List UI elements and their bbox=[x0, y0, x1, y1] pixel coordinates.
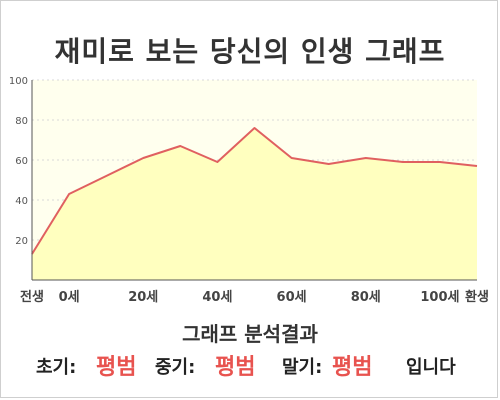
series-line bbox=[31, 127, 478, 255]
y-tick-label: 20 bbox=[15, 236, 28, 247]
x-tick-label: 60세 bbox=[277, 290, 307, 305]
middle-value: 평범 bbox=[215, 355, 256, 380]
y-ticks: 20 40 60 80 100 bbox=[9, 76, 28, 247]
y-tick-label: 80 bbox=[15, 116, 28, 127]
x-tick-label: 20세 bbox=[128, 290, 158, 305]
analysis-title: 그래프 분석결과 bbox=[182, 322, 318, 346]
page-title: 재미로 보는 당신의 인생 그래프 bbox=[54, 35, 446, 68]
x-tick-label: 환생 bbox=[465, 289, 489, 305]
x-tick-label: 0세 bbox=[59, 290, 80, 305]
x-tick-label: 전생 bbox=[20, 289, 44, 305]
x-tick-label: 80세 bbox=[351, 290, 381, 305]
late-value: 평범 bbox=[332, 355, 373, 380]
result-suffix: 입니다 bbox=[406, 357, 456, 378]
x-ticks: 전생 0세 20세 40세 60세 80세 100세 환생 bbox=[20, 289, 489, 305]
middle-label: 중기: bbox=[155, 357, 196, 378]
y-tick-label: 100 bbox=[9, 76, 28, 87]
late-label: 말기: bbox=[282, 357, 323, 378]
area-fill bbox=[32, 128, 477, 280]
y-tick-label: 60 bbox=[15, 156, 28, 167]
y-tick-label: 40 bbox=[15, 196, 28, 207]
early-value: 평범 bbox=[96, 355, 137, 380]
x-tick-label: 100세 bbox=[420, 290, 459, 305]
x-tick-label: 40세 bbox=[202, 290, 232, 305]
early-label: 초기: bbox=[36, 357, 77, 378]
result-line: 초기: 평범 중기: 평범 말기: 평범 입니다 bbox=[0, 345, 500, 381]
